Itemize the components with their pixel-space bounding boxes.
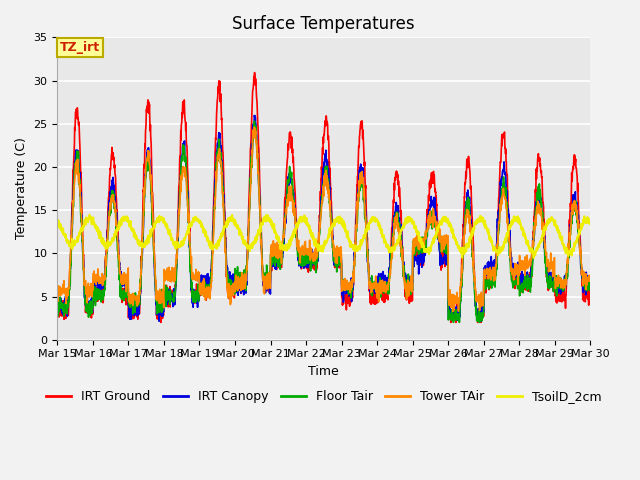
Y-axis label: Temperature (C): Temperature (C): [15, 138, 28, 240]
Title: Surface Temperatures: Surface Temperatures: [232, 15, 415, 33]
Text: TZ_irt: TZ_irt: [60, 41, 100, 54]
Legend: IRT Ground, IRT Canopy, Floor Tair, Tower TAir, TsoilD_2cm: IRT Ground, IRT Canopy, Floor Tair, Towe…: [41, 385, 607, 408]
X-axis label: Time: Time: [308, 365, 339, 378]
